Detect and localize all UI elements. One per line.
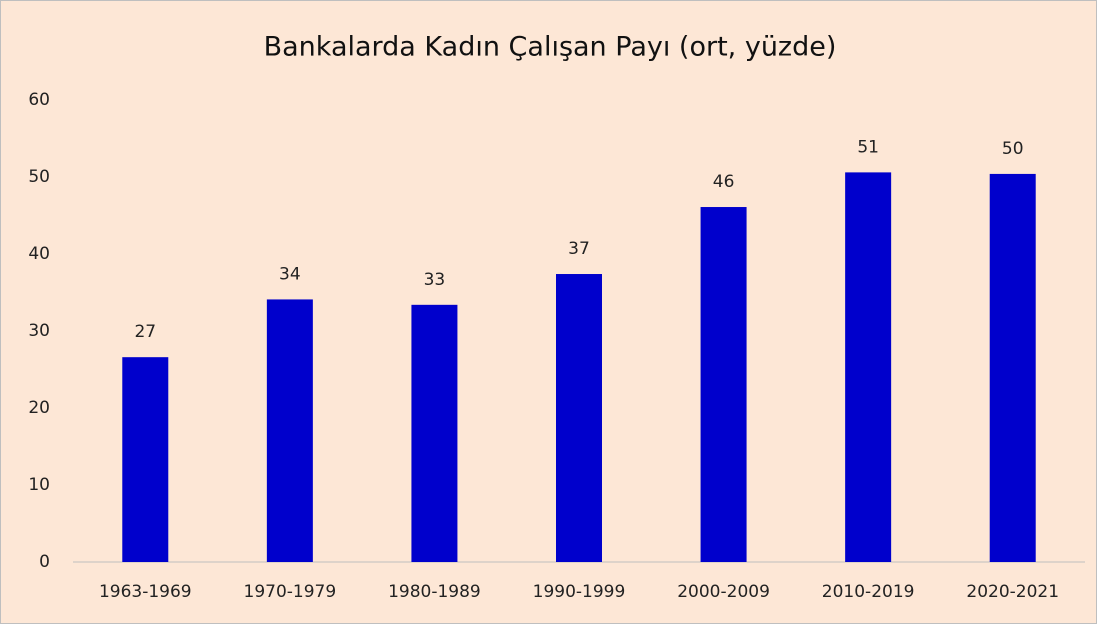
x-tick-label: 1980-1989 — [388, 582, 481, 602]
y-tick-label: 50 — [28, 167, 50, 187]
x-tick-label: 2020-2021 — [966, 582, 1059, 602]
bar — [556, 274, 602, 562]
y-tick-label: 0 — [39, 552, 50, 572]
x-tick-label: 1990-1999 — [533, 582, 626, 602]
data-label: 34 — [279, 264, 301, 284]
x-tick-label: 2010-2019 — [822, 582, 915, 602]
x-tick-label: 1970-1979 — [244, 582, 337, 602]
bar — [411, 304, 458, 562]
x-tick-label: 2000-2009 — [677, 582, 770, 602]
data-label: 37 — [568, 239, 590, 259]
bar — [266, 299, 313, 562]
bar — [700, 207, 747, 562]
data-label: 33 — [424, 270, 446, 290]
y-tick-label: 40 — [28, 244, 50, 264]
y-tick-label: 20 — [28, 398, 50, 418]
y-tick-label: 30 — [28, 321, 50, 341]
y-tick-label: 60 — [28, 90, 50, 110]
bar — [845, 172, 892, 562]
data-label: 50 — [1002, 139, 1024, 159]
bar — [989, 173, 1036, 563]
data-label: 51 — [857, 137, 879, 157]
x-tick-label: 1963-1969 — [99, 582, 192, 602]
data-label: 46 — [713, 172, 735, 192]
bar — [122, 357, 169, 562]
y-tick-label: 10 — [28, 475, 50, 495]
data-label: 27 — [134, 322, 156, 342]
chart-title: Bankalarda Kadın Çalışan Payı (ort, yüzd… — [264, 32, 837, 63]
